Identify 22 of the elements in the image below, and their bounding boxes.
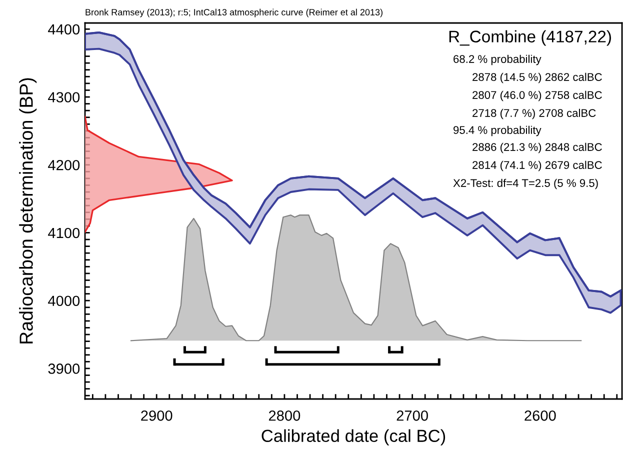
annotation: 2718 (7.7 %) 2708 calBC bbox=[472, 108, 596, 120]
x-tick-label: 2700 bbox=[396, 410, 428, 421]
annotation: 2814 (74.1 %) 2679 calBC bbox=[472, 160, 602, 172]
annotation: 2807 (46.0 %) 2758 calBC bbox=[472, 90, 602, 102]
y-tick-label: 4300 bbox=[48, 92, 80, 102]
y-tick-label: 3900 bbox=[48, 364, 80, 374]
x-tick-label: 2800 bbox=[268, 410, 300, 421]
annotation: 2886 (21.3 %) 2848 calBC bbox=[472, 142, 602, 154]
x-tick-label: 2900 bbox=[141, 410, 172, 421]
annotation: 95.4 % probability bbox=[454, 126, 542, 136]
y-tick-label: 4200 bbox=[48, 160, 80, 170]
x-axis-title: Calibrated date (cal BC) bbox=[262, 429, 446, 446]
annotation: X2-Test: df=4 T=2.5 (5 % 9.5) bbox=[453, 178, 598, 190]
annotation: 68.2 % probability bbox=[454, 54, 542, 66]
chart-title: R_Combine (4187,22) bbox=[449, 30, 611, 46]
chart-subtitle: Bronk Ramsey (2013); r:5; IntCal13 atmospheric curve (Reimer et al 2013) bbox=[86, 8, 382, 18]
x-tick-label: 2600 bbox=[524, 410, 556, 421]
y-tick-label: 4100 bbox=[48, 228, 80, 238]
y-tick-label: 4400 bbox=[48, 24, 80, 35]
y-axis-title: Radiocarbon determination (BP) bbox=[19, 78, 37, 344]
annotation: 2878 (14.5 %) 2862 calBC bbox=[472, 72, 602, 84]
y-tick-label: 4000 bbox=[48, 296, 80, 306]
